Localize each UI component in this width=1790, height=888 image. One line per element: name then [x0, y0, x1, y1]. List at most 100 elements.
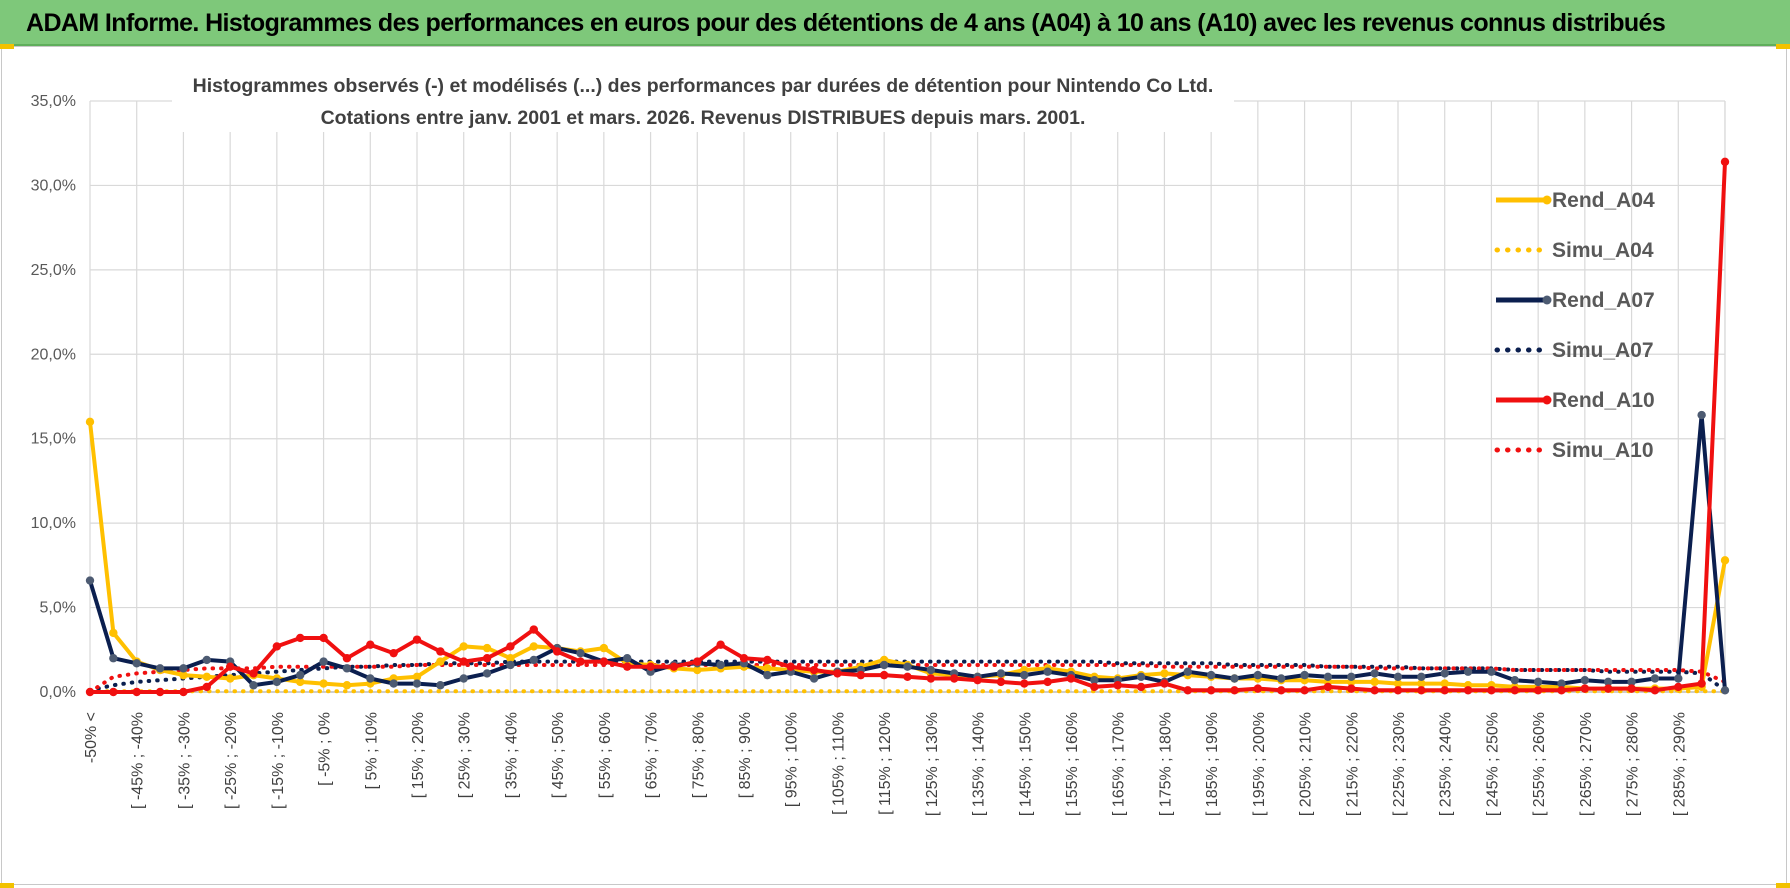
x-tick-label: [ 145% ; 150% [1017, 712, 1034, 816]
data-point [1417, 679, 1426, 688]
y-tick-label: 35,0% [31, 93, 76, 110]
data-point [973, 675, 982, 685]
chart-title-background [172, 66, 1234, 132]
data-point [1043, 677, 1052, 687]
legend-item-rend-a07[interactable]: Rend_A07 [1496, 289, 1655, 312]
data-point [529, 655, 538, 665]
data-point [716, 660, 725, 670]
x-tick-label: [ 285% ; 290% [1671, 712, 1688, 816]
data-point [202, 655, 211, 665]
data-point [1020, 679, 1029, 688]
data-point [809, 665, 819, 675]
data-point [1650, 674, 1660, 683]
legend-item-rend-a10[interactable]: Rend_A10 [1496, 389, 1655, 412]
chart-title-line1: Histogrammes observés (-) et modélisés (… [193, 75, 1214, 97]
data-point [1043, 667, 1052, 676]
data-point [179, 664, 188, 673]
x-tick-label: [ -15% ; -10% [270, 712, 287, 809]
data-point [459, 642, 468, 651]
x-tick-label: [ 275% ; 280% [1625, 712, 1642, 816]
legend-marker [1542, 395, 1552, 405]
data-point [856, 670, 865, 680]
data-point [1674, 674, 1683, 683]
data-point [1580, 684, 1590, 693]
chart-title-line2: Cotations entre janv. 2001 et mars. 2026… [321, 107, 1086, 129]
y-tick-label: 0,0% [40, 684, 76, 701]
data-point [1604, 684, 1613, 693]
data-point [1557, 679, 1566, 688]
x-tick-label: [ 115% ; 120% [877, 712, 894, 815]
grid [89, 100, 1726, 693]
legend-label: Simu_A07 [1552, 339, 1654, 362]
x-tick-label: [ 5% ; 10% [363, 712, 380, 789]
data-point [459, 657, 468, 666]
data-point [202, 672, 211, 682]
legend[interactable]: Rend_A04 Simu_A04 Rend_A07 Simu_A07 Rend_A10… [1494, 189, 1655, 462]
data-point [809, 674, 819, 683]
data-point [1440, 679, 1449, 688]
data-point [693, 665, 702, 675]
y-tick-label: 25,0% [31, 262, 76, 279]
legend-item-simu-a04[interactable]: Simu_A04 [1494, 239, 1654, 262]
data-point [1604, 677, 1613, 687]
data-point [1253, 670, 1263, 680]
data-point [1370, 677, 1379, 687]
legend-item-rend-a04[interactable]: Rend_A04 [1496, 189, 1655, 212]
data-point [879, 670, 889, 680]
data-point [1393, 672, 1403, 682]
x-tick-label: [ 45% ; 50% [550, 712, 567, 798]
data-point [1183, 667, 1192, 676]
data-point [389, 679, 398, 688]
data-point [1323, 682, 1333, 692]
x-tick-label: [ 235% ; 240% [1438, 712, 1455, 816]
series-rend-a07 [85, 410, 1730, 695]
legend-label: Rend_A04 [1552, 189, 1655, 212]
x-tick-label: [ 185% ; 190% [1204, 712, 1221, 816]
x-tick-label: [ 245% ; 250% [1484, 712, 1501, 816]
x-tick-label: [ 215% ; 220% [1344, 712, 1361, 816]
data-point [1487, 686, 1496, 695]
data-point [1370, 686, 1379, 695]
legend-item-simu-a10[interactable]: Simu_A10 [1494, 439, 1654, 462]
corner-mark [0, 883, 14, 888]
legend-label: Simu_A10 [1552, 439, 1654, 462]
data-point [1090, 675, 1099, 685]
y-tick-label: 15,0% [31, 431, 76, 448]
data-point [225, 662, 235, 671]
data-point [109, 628, 118, 638]
x-tick-label: [ 15% ; 20% [410, 712, 427, 798]
data-point [1206, 686, 1216, 695]
data-point [296, 633, 305, 643]
x-tick-label: [ 205% ; 210% [1298, 712, 1315, 816]
x-tick-label: [ 175% ; 180% [1157, 712, 1174, 816]
data-point [1674, 682, 1683, 692]
x-tick-label: [ 155% ; 160% [1064, 712, 1081, 816]
data-point [903, 672, 912, 682]
legend-item-simu-a07[interactable]: Simu_A07 [1494, 339, 1654, 362]
series-rend-a04 [85, 417, 1730, 693]
data-point [529, 642, 538, 651]
data-point [1440, 669, 1449, 678]
data-point [1136, 672, 1146, 682]
data-point [506, 642, 515, 651]
data-point [1160, 679, 1169, 688]
y-tick-label: 20,0% [31, 346, 76, 363]
data-point [482, 643, 492, 653]
data-point [436, 647, 445, 656]
data-point [459, 674, 468, 683]
corner-mark [1776, 44, 1790, 49]
data-point [412, 679, 422, 688]
x-tick-label: [ -45% ; -40% [130, 712, 147, 809]
data-point [599, 643, 609, 653]
data-point [646, 662, 655, 671]
data-point [1417, 686, 1426, 695]
data-point [1440, 686, 1449, 695]
y-tick-label: 30,0% [31, 177, 76, 194]
x-tick-label: [ 165% ; 170% [1111, 712, 1128, 816]
data-point [132, 687, 141, 697]
data-point [552, 647, 562, 656]
chart-frame [1, 46, 1787, 885]
series-rend-a10 [85, 157, 1730, 697]
data-point [1230, 686, 1239, 695]
